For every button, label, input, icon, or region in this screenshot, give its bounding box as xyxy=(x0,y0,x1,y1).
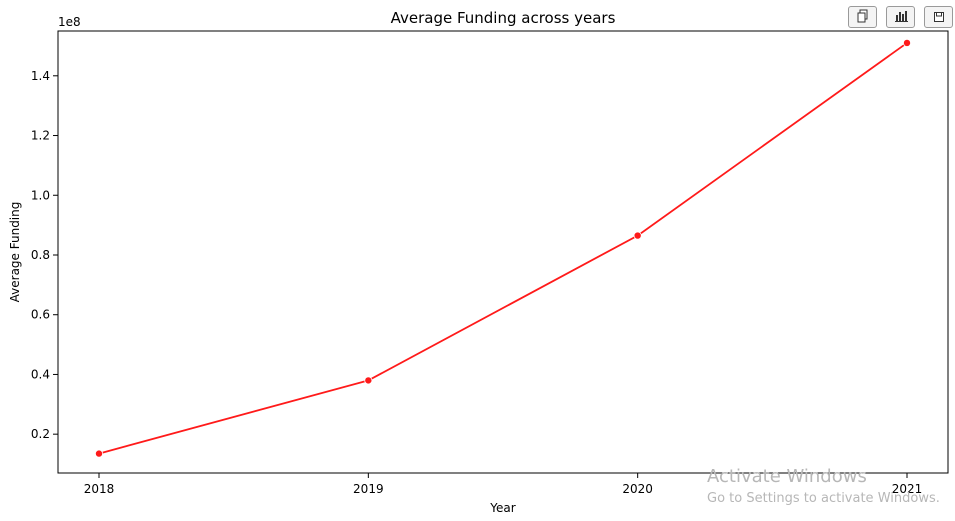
series-line xyxy=(98,42,908,455)
data-point xyxy=(903,38,912,47)
y-tick-label: 0.8 xyxy=(31,248,50,262)
x-tick-label: 2021 xyxy=(892,482,923,496)
y-tick-label: 0.4 xyxy=(31,367,50,381)
chart-button[interactable] xyxy=(886,6,915,28)
y-tick-label: 1.2 xyxy=(31,129,50,143)
save-icon xyxy=(933,8,945,27)
x-tick-label: 2019 xyxy=(353,482,384,496)
copy-button[interactable] xyxy=(848,6,877,28)
x-tick-label: 2020 xyxy=(622,482,653,496)
plot-frame xyxy=(57,30,949,474)
x-tick-label: 2018 xyxy=(84,482,115,496)
figure-toolbar xyxy=(848,6,953,28)
copy-icon xyxy=(856,8,870,27)
data-point xyxy=(364,376,373,385)
bar-chart-icon xyxy=(894,8,908,27)
y-axis-label: Average Funding xyxy=(8,202,22,303)
data-point xyxy=(95,449,104,458)
chart-title: Average Funding across years xyxy=(391,9,616,27)
x-axis-label: Year xyxy=(489,501,515,515)
y-tick-label: 1.4 xyxy=(31,69,50,83)
y-offset-label: 1e8 xyxy=(58,15,81,29)
save-button[interactable] xyxy=(924,6,953,28)
y-tick-label: 0.2 xyxy=(31,427,50,441)
y-tick-label: 0.6 xyxy=(31,308,50,322)
y-tick-label: 1.0 xyxy=(31,188,50,202)
data-point xyxy=(633,231,642,240)
